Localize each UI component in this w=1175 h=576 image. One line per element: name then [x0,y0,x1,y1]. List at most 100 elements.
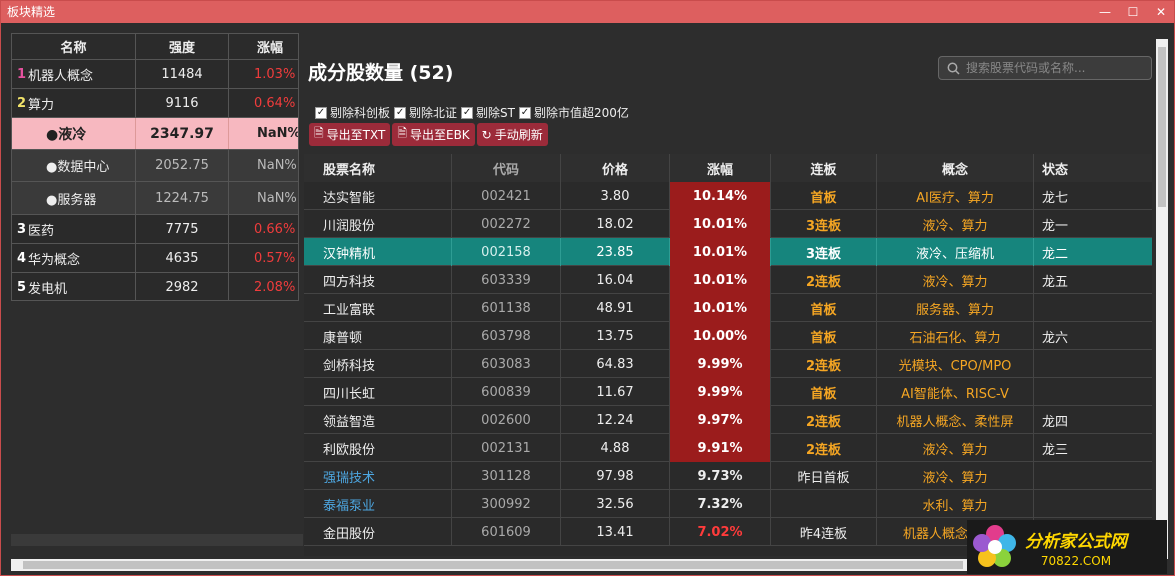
cell-price: 3.80 [561,182,670,210]
cell-name[interactable]: 康普顿 [304,322,452,350]
export-txt-button[interactable]: 🗎 导出至TXT [309,123,391,146]
sector-name: 医药 [28,223,55,239]
export-ebk-button[interactable]: 🗎 导出至EBK [392,123,475,146]
sector-row[interactable]: 3 医药 7775 0.66% [12,215,298,244]
sector-strength: 9116 [136,89,229,117]
sector-change: NaN% [257,126,299,141]
cell-name[interactable]: 强瑞技术 [304,462,452,490]
refresh-button[interactable]: ↻ 手动刷新 [476,123,548,146]
sector-row[interactable]: 2 算力 9116 0.64% [12,89,298,118]
cell-name[interactable]: 四川长虹 [304,378,452,406]
vertical-scrollbar[interactable] [1156,39,1168,559]
col-price[interactable]: 价格 [561,154,670,182]
search-input[interactable] [966,61,1146,75]
col-name[interactable]: 股票名称 [304,154,452,182]
filter-exclude-large-cap[interactable]: ✓ 剔除市值超200亿 [518,104,629,121]
cell-concept: 液冷、压缩机 [877,238,1034,266]
close-icon[interactable]: ✕ [1155,5,1167,19]
cell-concept: 液冷、算力 [877,434,1034,462]
cell-price: 13.75 [561,322,670,350]
table-row[interactable]: 领益智造 002600 12.24 9.97% 2连板 机器人概念、柔性屏 龙四 [304,406,1152,434]
cell-code: 002131 [452,434,561,462]
sector-subrow-selected[interactable]: ●液冷 2347.97 NaN% [12,118,299,150]
sector-col-strength[interactable]: 强度 [136,34,229,59]
table-row[interactable]: 川润股份 002272 18.02 10.01% 3连板 液冷、算力 龙一 [304,210,1152,238]
sector-col-change[interactable]: 涨幅 [229,34,298,59]
table-row[interactable]: 工业富联 601138 48.91 10.01% 首板 服务器、算力 [304,294,1152,322]
cell-status: 龙三 [1042,442,1069,458]
sector-col-change-label: 涨幅 [257,41,284,56]
sector-subrow[interactable]: ●服务器 1224.75 NaN% [12,182,298,215]
cell-name[interactable]: 剑桥科技 [304,350,452,378]
sector-change: 0.66% [254,221,296,237]
sector-row[interactable]: 1 机器人概念 11484 1.03% [12,60,298,89]
filter-exclude-star-market[interactable]: ✓ 剔除科创板 [315,104,390,121]
col-code[interactable]: 代码 [452,154,561,182]
cell-code: 002421 [452,182,561,210]
checkbox-checked-icon[interactable]: ✓ [394,106,407,119]
sector-strength: 1224.75 [136,182,229,214]
cell-name[interactable]: 川润股份 [304,210,452,238]
cell-code: 002158 [452,238,561,266]
horizontal-scrollbar[interactable] [11,559,1156,571]
sector-rank: 3 [17,221,27,237]
scroll-thumb[interactable] [1158,47,1166,207]
cell-price: 48.91 [561,294,670,322]
col-status[interactable]: 状态 [1034,154,1152,182]
table-row[interactable]: 剑桥科技 603083 64.83 9.99% 2连板 光模块、CPO/MPO [304,350,1152,378]
cell-status [1034,490,1152,518]
cell-status: 龙六 [1042,330,1069,346]
sector-row[interactable]: 4 华为概念 4635 0.57% [12,244,298,273]
filter-exclude-st[interactable]: ✓ 剔除ST [461,104,515,121]
table-row[interactable]: 汉钟精机 002158 23.85 10.01% 3连板 液冷、压缩机 龙二 [304,238,1152,266]
table-row[interactable]: 金田股份 601609 13.41 7.02% 昨4连板 机器人概念、算力 [304,518,1152,546]
cell-change: 10.01% [670,210,771,238]
cell-streak: 昨4连板 [771,518,877,546]
filter-exclude-bse[interactable]: ✓ 剔除北证 [394,104,457,121]
cell-price: 64.83 [561,350,670,378]
cell-status: 龙一 [1042,218,1069,234]
cell-status: 龙二 [1042,246,1069,262]
cell-price: 97.98 [561,462,670,490]
cell-status: 龙五 [1042,274,1069,290]
sector-change: NaN% [229,150,298,181]
sector-strength: 2347.97 [136,118,229,149]
sector-name: 机器人概念 [28,68,94,84]
cell-change: 9.97% [670,406,771,434]
table-row[interactable]: 利欧股份 002131 4.88 9.91% 2连板 液冷、算力 龙三 [304,434,1152,462]
sector-col-name[interactable]: 名称 [12,34,136,59]
cell-name[interactable]: 四方科技 [304,266,452,294]
cell-name[interactable]: 利欧股份 [304,434,452,462]
sector-rank: 4 [17,250,27,266]
checkbox-checked-icon[interactable]: ✓ [518,106,531,119]
minimize-icon[interactable]: — [1099,5,1111,19]
checkbox-checked-icon[interactable]: ✓ [315,106,327,119]
table-row[interactable]: 达实智能 002421 3.80 10.14% 首板 AI医疗、算力 龙七 [304,182,1152,210]
col-concept[interactable]: 概念 [877,154,1034,182]
maximize-icon[interactable]: ☐ [1127,5,1139,19]
cell-name[interactable]: 泰福泵业 [304,490,452,518]
cell-streak: 2连板 [771,266,877,294]
col-change[interactable]: 涨幅 [670,154,771,182]
cell-name[interactable]: 领益智造 [304,406,452,434]
sector-subrow[interactable]: ●数据中心 2052.75 NaN% [12,150,298,182]
table-row[interactable]: 康普顿 603798 13.75 10.00% 首板 石油石化、算力 龙六 [304,322,1152,350]
table-row[interactable]: 强瑞技术 301128 97.98 9.73% 昨日首板 液冷、算力 [304,462,1152,490]
cell-price: 11.67 [561,378,670,406]
table-row[interactable]: 四川长虹 600839 11.67 9.99% 首板 AI智能体、RISC-V [304,378,1152,406]
table-row[interactable]: 四方科技 603339 16.04 10.01% 2连板 液冷、算力 龙五 [304,266,1152,294]
cell-concept: AI医疗、算力 [877,182,1034,210]
col-streak[interactable]: 连板 [771,154,877,182]
cell-name[interactable]: 金田股份 [304,518,452,546]
sector-row[interactable]: 5 发电机 2982 2.08% [12,273,298,300]
table-body: 达实智能 002421 3.80 10.14% 首板 AI医疗、算力 龙七 川润股份 00227… [304,182,1152,546]
cell-price: 4.88 [561,434,670,462]
table-row[interactable]: 泰福泵业 300992 32.56 7.32% 水利、算力 [304,490,1152,518]
scroll-thumb[interactable] [23,561,963,569]
cell-name[interactable]: 工业富联 [304,294,452,322]
cell-name[interactable]: 达实智能 [304,182,452,210]
search-box[interactable] [938,56,1152,80]
cell-name[interactable]: 汉钟精机 [304,238,452,266]
checkbox-checked-icon[interactable]: ✓ [461,106,474,119]
watermark-logo: 分析家公式网 70822.COM [967,520,1167,574]
